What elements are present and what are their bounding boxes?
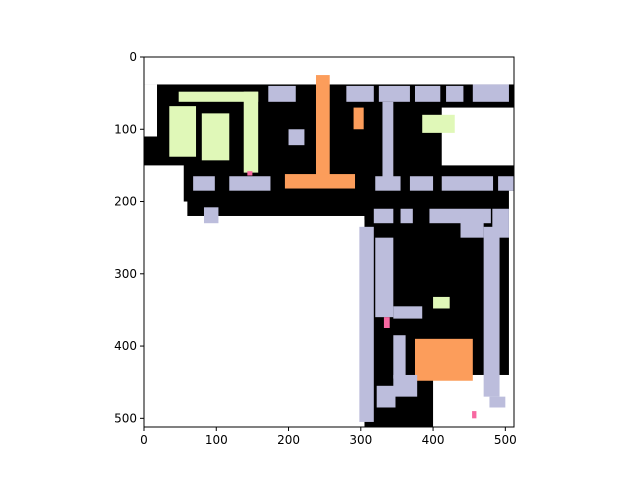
map-region-light_green — [433, 296, 450, 309]
map-region-orange — [284, 174, 356, 189]
map-region-lavender — [489, 396, 506, 408]
x-tick-label: 200 — [277, 433, 300, 447]
map-region-pink — [472, 411, 477, 419]
y-tick-label: 100 — [114, 122, 137, 136]
y-tick-label: 300 — [114, 267, 137, 281]
x-tick-label: 500 — [494, 433, 517, 447]
map-region-lavender — [359, 226, 374, 422]
map-region-lavender — [446, 85, 464, 102]
map-region-white — [144, 165, 184, 427]
map-region-lavender — [376, 385, 396, 408]
map-region-lavender — [441, 176, 494, 191]
y-tick-label: 400 — [114, 339, 137, 353]
map-region-orange — [353, 107, 364, 130]
x-tick-label: 400 — [422, 433, 445, 447]
map-region-light_green — [422, 114, 455, 133]
map-region-lavender — [193, 176, 215, 191]
y-tick-label: 0 — [129, 50, 137, 64]
map-region-lavender — [382, 101, 394, 180]
map-region-lavender — [268, 85, 296, 102]
x-tick-label: 0 — [140, 433, 148, 447]
map-region-lavender — [288, 129, 305, 146]
map-region-lavender — [414, 85, 441, 102]
y-axis: 0 100 200 300 400 500 — [114, 50, 144, 425]
map-region-lavender — [373, 208, 394, 224]
map-region-orange — [414, 338, 473, 381]
map-region-pink — [383, 317, 390, 328]
map-region-light_green — [169, 106, 197, 157]
x-tick-label: 300 — [349, 433, 372, 447]
map-region-lavender — [378, 85, 410, 102]
x-tick-label: 100 — [205, 433, 228, 447]
map-region-lavender — [393, 374, 418, 397]
plot-area — [143, 56, 515, 428]
map-region-lavender — [409, 176, 434, 191]
map-region-lavender — [346, 85, 374, 102]
map-region-lavender — [203, 207, 219, 224]
map-region-lavender — [460, 217, 484, 238]
map-region-light_green — [243, 91, 259, 173]
map-region-white — [508, 190, 514, 427]
map-region-lavender — [393, 306, 423, 319]
map-region-lavender — [400, 208, 413, 224]
map-region-light_green — [201, 113, 230, 161]
map-image — [144, 57, 514, 427]
map-region-white — [183, 215, 365, 427]
map-region-lavender — [375, 176, 401, 191]
map-region-orange — [315, 75, 330, 188]
map-region-lavender — [483, 226, 500, 397]
map-region-pink — [247, 171, 253, 176]
map-region-lavender — [375, 237, 394, 318]
y-tick-label: 200 — [114, 195, 137, 209]
map-region-lavender — [393, 335, 406, 379]
map-region-lavender — [498, 176, 514, 191]
y-tick-label: 500 — [114, 411, 137, 425]
map-region-light_green — [178, 91, 259, 102]
x-axis: 0 100 200 300 400 500 — [140, 427, 517, 447]
map-region-white — [144, 84, 158, 137]
map-region-lavender — [229, 176, 271, 191]
map-region-lavender — [472, 84, 509, 102]
axes-frame — [143, 56, 515, 428]
